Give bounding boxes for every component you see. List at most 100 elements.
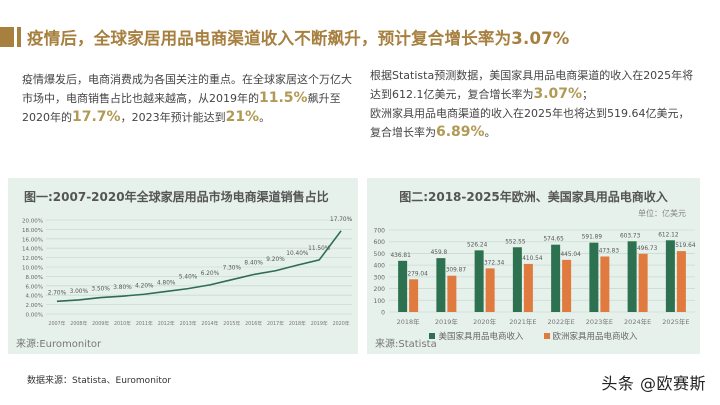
data-label: 591.89 — [582, 235, 603, 241]
text: 疫情爆发后，电商消费成为各国关注的重点。在全球家居这个万亿大市场中，电商销售占比… — [22, 73, 352, 105]
x-tick-label: 2020年 — [473, 317, 497, 326]
text: 。 — [484, 126, 496, 139]
line-chart-source: 来源:Euromonitor — [16, 339, 102, 350]
page-title-bar: 疫情后，全球家居用品电商渠道收入不断飙升，预计复合增长率为3.07% — [0, 25, 570, 49]
data-label: 473.83 — [599, 248, 620, 254]
legend-label: 美国家具用品电商收入 — [438, 332, 524, 342]
y-tick-label: 0 — [381, 310, 385, 317]
bar-chart: 0 100 200 300 400 500 600 700 436.81 279.04 2018年 4… — [374, 228, 696, 327]
x-tick-label: 2015年 — [223, 320, 240, 327]
y-tick-label: 12.00% — [22, 256, 43, 262]
bar — [665, 240, 675, 312]
y-tick-label: 4.00% — [26, 294, 43, 300]
bar — [474, 250, 484, 312]
highlight-2023: 21% — [225, 109, 260, 125]
bar — [627, 241, 637, 312]
data-label: 410.54 — [522, 256, 543, 262]
bar — [512, 247, 522, 312]
text: 。 — [259, 111, 271, 124]
x-tick-label: 2014年 — [201, 320, 218, 327]
text: ，2023年预计能达到 — [120, 111, 226, 124]
data-label: 436.81 — [390, 253, 411, 259]
y-tick-label: 20.00% — [22, 219, 43, 225]
bar — [638, 253, 648, 312]
x-tick-label: 2021年E — [509, 317, 536, 326]
legend-swatch-icon — [429, 333, 436, 339]
bar — [398, 260, 408, 312]
data-label: 459.8 — [431, 250, 448, 256]
data-label: 10.40% — [286, 251, 309, 257]
bar — [676, 251, 686, 312]
line-chart: 0.00% 2.00% 4.00% 6.00% 8.00% 10.00% 12.00% 14.… — [22, 217, 353, 327]
data-label: 2.70% — [48, 290, 67, 296]
data-label: 574.65 — [543, 237, 564, 243]
legend-swatch-icon — [543, 333, 550, 339]
text: 飙升至2020年的 — [22, 92, 341, 124]
right-paragraph: 根据Statista预测数据，美国家具用品电商渠道的收入在2025年将达到612… — [370, 66, 700, 142]
bar — [600, 256, 610, 312]
highlight-eu-cagr: 6.89% — [436, 124, 485, 140]
y-tick-label: 0.00% — [26, 313, 43, 319]
data-label: 3.50% — [91, 287, 110, 293]
x-tick-label: 2024年E — [624, 317, 651, 326]
data-label: 5.40% — [179, 275, 198, 281]
data-label: 3.00% — [70, 289, 89, 295]
x-tick-label: 2022年E — [548, 317, 575, 326]
text: 根据Statista预测数据，美国家具用品电商渠道的收入在2025年将达到612… — [370, 69, 694, 101]
x-tick-label: 2018年 — [397, 317, 421, 326]
data-label: 9.20% — [266, 257, 285, 263]
x-tick-label: 2012年 — [158, 320, 175, 327]
x-tick-label: 2017年 — [267, 320, 284, 327]
x-tick-label: 2023年E — [586, 317, 613, 326]
bar-chart-panel: 图二:2018-2025年欧洲、美国家具用品电商收入 单位：亿美元 0 100 20… — [367, 178, 700, 354]
y-tick-label: 600 — [374, 239, 386, 246]
x-tick-label: 2011年 — [136, 320, 153, 327]
data-label: 17.70% — [330, 217, 353, 223]
legend-label: 欧洲家具用品电商收入 — [552, 332, 638, 342]
x-tick-label: 2010年 — [114, 320, 131, 327]
y-tick-label: 100 — [374, 298, 386, 305]
left-paragraph: 疫情爆发后，电商消费成为各国关注的重点。在全球家居这个万亿大市场中，电商销售占比… — [22, 70, 352, 127]
bar — [523, 263, 533, 312]
y-tick-label: 500 — [374, 251, 386, 258]
x-tick-label: 2008年 — [70, 320, 87, 327]
bar-chart-unit: 单位：亿美元 — [638, 209, 686, 218]
data-label: 11.50% — [308, 246, 331, 252]
y-tick-label: 400 — [374, 263, 386, 270]
data-label: 445.04 — [560, 252, 581, 258]
bar — [436, 258, 446, 312]
y-tick-label: 700 — [374, 228, 386, 235]
x-tick-label: 2019年 — [435, 317, 459, 326]
data-label: 4.80% — [157, 280, 176, 286]
data-label: 309.87 — [446, 268, 467, 274]
data-label: 3.80% — [113, 285, 132, 291]
data-source-note: 数据来源：Statista、Euromonitor — [27, 376, 172, 386]
data-label: 7.30% — [223, 266, 242, 272]
bar — [409, 279, 419, 312]
y-tick-label: 14.00% — [22, 247, 43, 253]
x-tick-label: 2007年 — [48, 320, 65, 327]
y-tick-label: 18.00% — [22, 228, 43, 234]
bar-chart-source: 来源:Statista — [375, 339, 437, 350]
text: ； — [582, 88, 594, 101]
x-tick-label: 2025年E — [662, 317, 689, 326]
y-tick-label: 300 — [374, 274, 386, 281]
data-label: 8.40% — [244, 261, 263, 267]
y-tick-label: 10.00% — [22, 266, 43, 272]
bar-chart-legend: 美国家具用品电商收入 欧洲家具用品电商收入 — [367, 330, 700, 342]
legend-item-us: 美国家具用品电商收入 — [429, 330, 524, 342]
title-accent-stripe — [17, 27, 21, 47]
x-tick-label: 2020年 — [333, 320, 350, 327]
data-label: 6.20% — [201, 271, 220, 277]
y-tick-label: 2.00% — [26, 303, 43, 309]
legend-item-eu: 欧洲家具用品电商收入 — [543, 330, 638, 342]
x-tick-label: 2019年 — [311, 320, 328, 327]
bar — [589, 242, 599, 312]
y-tick-label: 200 — [374, 286, 386, 293]
highlight-2020: 17.7% — [72, 109, 121, 125]
data-label: 4.20% — [135, 283, 154, 289]
data-label: 279.04 — [407, 271, 428, 277]
y-tick-label: 6.00% — [26, 284, 43, 290]
y-tick-label: 8.00% — [26, 275, 43, 281]
bar — [485, 268, 495, 312]
